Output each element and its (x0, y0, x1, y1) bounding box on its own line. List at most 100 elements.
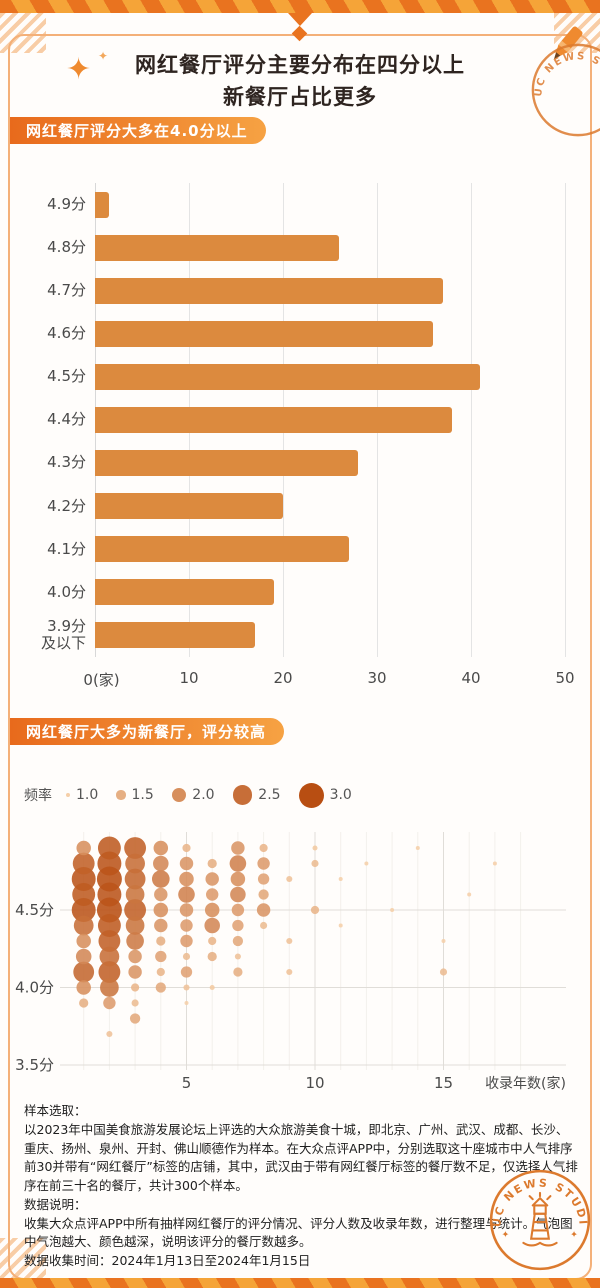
bar-row: 4.1分 (10, 528, 565, 571)
bar-category-label: 4.3分 (47, 453, 86, 472)
page-title-line1: 网红餐厅评分主要分布在四分以上 (135, 53, 465, 77)
studio-stamp-partial: RUC NEWS STUDIO (530, 42, 600, 137)
bar-x-tick-label: 20 (273, 669, 293, 687)
data-heading: 数据说明： (24, 1196, 87, 1212)
bubble-point (128, 965, 142, 979)
sample-text: 以2023年中国美食旅游发展论坛上评选的大众旅游美食十城，即北京、广州、武汉、成… (24, 1121, 578, 1193)
bar (95, 191, 110, 218)
bar-row: 4.8分 (10, 226, 565, 269)
bubble-point (230, 871, 246, 887)
bar-x-axis: 0(家) 10 20 30 40 50 (83, 663, 574, 693)
bubble-point (257, 873, 270, 885)
bar (95, 579, 274, 606)
bubble-point (364, 861, 369, 866)
bubble-point (230, 886, 246, 903)
legend-size-label: 1.0 (76, 787, 99, 803)
bar-track (95, 234, 565, 261)
bubble-point (180, 919, 193, 932)
bubble-point (103, 996, 116, 1010)
bubble-point (73, 915, 94, 936)
bubble-point (125, 916, 145, 935)
bar-track (95, 579, 565, 606)
bubble-point (441, 939, 446, 943)
section2-banner: 网红餐厅大多为新餐厅，评分较高 (10, 718, 285, 745)
bubble-point (209, 984, 215, 991)
bubble-point (310, 905, 320, 915)
legend-dot-icon (66, 793, 70, 797)
bubble-point (154, 918, 168, 933)
bubble-point (76, 840, 91, 856)
bar-row: 4.5分 (10, 355, 565, 398)
bubble-point (97, 914, 121, 937)
bubble-point (439, 968, 448, 976)
legend-dot-icon (298, 782, 324, 808)
bar (95, 234, 340, 261)
stamp-star-left-icon: ✦ (502, 1230, 510, 1241)
bubble-point (180, 966, 193, 978)
bubble-point (124, 868, 146, 890)
bubble-x-tick-label: 5 (182, 1074, 192, 1092)
bar-row: 4.9分 (10, 183, 565, 226)
footer-notes: 样本选取： 以2023年中国美食旅游发展论坛上评选的大众旅游美食十城，即北京、广… (24, 1102, 578, 1271)
legend-size-label: 1.5 (131, 787, 154, 803)
bar-row: 4.7分 (10, 269, 565, 312)
bubble-point (258, 889, 269, 900)
bubble-x-tick-label: 15 (434, 1074, 453, 1092)
bubble-legend: 频率 1.0 1.5 2.0 2.5 3.0 (24, 779, 370, 811)
bar-x-tick-label: 30 (367, 669, 387, 687)
bubble-point (286, 875, 293, 883)
bubble-point (156, 936, 166, 946)
bubble-point (231, 841, 245, 855)
lighthouse-icon (522, 1191, 558, 1247)
legend-item: 1.5 (116, 787, 154, 803)
bubble-legend-title: 频率 (24, 788, 52, 804)
bubble-point (125, 885, 145, 904)
bubble-point (124, 837, 147, 859)
bubble-point (338, 877, 343, 881)
bubble-point (124, 899, 147, 921)
legend-size-label: 3.0 (329, 787, 352, 803)
bubble-point (156, 967, 165, 977)
bubble-point (106, 1030, 113, 1038)
section2-banner-label: 网红餐厅大多为新餐厅，评分较高 (26, 723, 267, 741)
bubble-point (131, 999, 139, 1007)
bubble-point (155, 950, 167, 963)
bar-chart: 4.9分 4.8分 4.7分 4.6分 4.5分 4.4分 4.3分 4.2分 4.1分 4.0分… (10, 183, 590, 693)
bubble-point (125, 853, 145, 874)
bottom-ribbon (0, 1278, 600, 1288)
stamp-text-bottom: RUC NEWS STUDIO (488, 1168, 588, 1228)
bubble-point (179, 871, 194, 887)
collection-time: 数据收集时间：2024年1月13日至2024年1月15日 (24, 1253, 311, 1268)
bubble-point (179, 903, 194, 917)
bar-row: 4.3分 (10, 442, 565, 485)
legend-size-label: 2.0 (192, 787, 215, 803)
bubble-point (234, 953, 241, 960)
bubble-point (229, 855, 247, 872)
bubble-point (98, 930, 121, 952)
bubble-point (312, 845, 318, 851)
bubble-point (182, 843, 191, 853)
bubble-point (467, 892, 472, 897)
bar (95, 493, 283, 520)
bar-row: 4.0分 (10, 571, 565, 614)
bubble-point (231, 903, 245, 917)
bubble-point (73, 961, 95, 983)
bubble-point (131, 983, 140, 992)
bubble-point (75, 948, 92, 965)
bubble-point (390, 908, 395, 912)
bar-track (95, 363, 565, 390)
bar-track (95, 622, 565, 649)
bar-category-label: 3.9分 及以下 (40, 617, 86, 653)
studio-stamp: RUC NEWS STUDIO ✦ ✦ (488, 1168, 591, 1271)
bar (95, 363, 481, 390)
bubble-point (72, 852, 95, 875)
data-text: 收集大众点评APP中所有抽样网红餐厅的评分情况、评分人数及收录年数，进行整理与统… (24, 1215, 573, 1250)
bubble-point (260, 921, 268, 930)
bubble-point (415, 846, 420, 850)
bubble-y-tick-label: 3.5分 (15, 1056, 54, 1074)
bar-category-label: 4.1分 (47, 539, 86, 558)
bubble-point (154, 887, 168, 902)
bar-row: 4.6分 (10, 312, 565, 355)
section1-banner: 网红餐厅评分大多在4.0分以上 (10, 117, 266, 144)
